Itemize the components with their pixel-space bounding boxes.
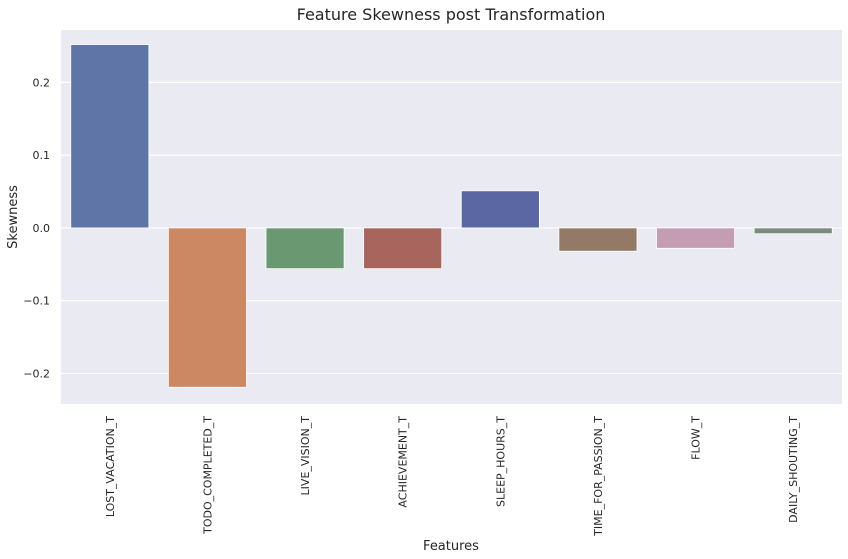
x-tick-label: SLEEP_HOURS_T	[494, 416, 507, 507]
bar	[265, 227, 345, 270]
bar	[70, 44, 150, 229]
y-tick-label: 0.1	[33, 149, 51, 162]
bar	[656, 227, 736, 249]
x-tick-labels: LOST_VACATION_T TODO_COMPLETED_T LIVE_VISI…	[104, 416, 800, 537]
y-axis-title: Skewness	[6, 185, 21, 249]
bar	[167, 227, 247, 388]
x-tick-label: LOST_VACATION_T	[104, 416, 117, 517]
y-tick-label: 0.2	[33, 76, 51, 89]
x-tick-label: FLOW_T	[690, 416, 703, 460]
bars	[70, 44, 833, 388]
bar	[558, 227, 638, 252]
x-tick-label: LIVE_VISION_T	[299, 416, 312, 496]
y-tick-label: 0.0	[33, 222, 51, 235]
x-axis-title: Features	[423, 539, 479, 554]
chart-title: Feature Skewness post Transformation	[297, 5, 606, 24]
bar	[753, 227, 833, 235]
y-tick-labels: −0.2 −0.1 0.0 0.1 0.2	[23, 76, 50, 380]
x-tick-label: TIME_FOR_PASSION_T	[592, 416, 605, 537]
bar	[363, 227, 443, 270]
y-tick-label: −0.1	[23, 295, 50, 308]
bar	[460, 190, 540, 229]
x-tick-label: TODO_COMPLETED_T	[201, 416, 214, 535]
y-tick-label: −0.2	[23, 367, 50, 380]
x-tick-label: ACHIEVEMENT_T	[397, 416, 410, 508]
x-tick-label: DAILY_SHOUTING_T	[787, 416, 800, 523]
